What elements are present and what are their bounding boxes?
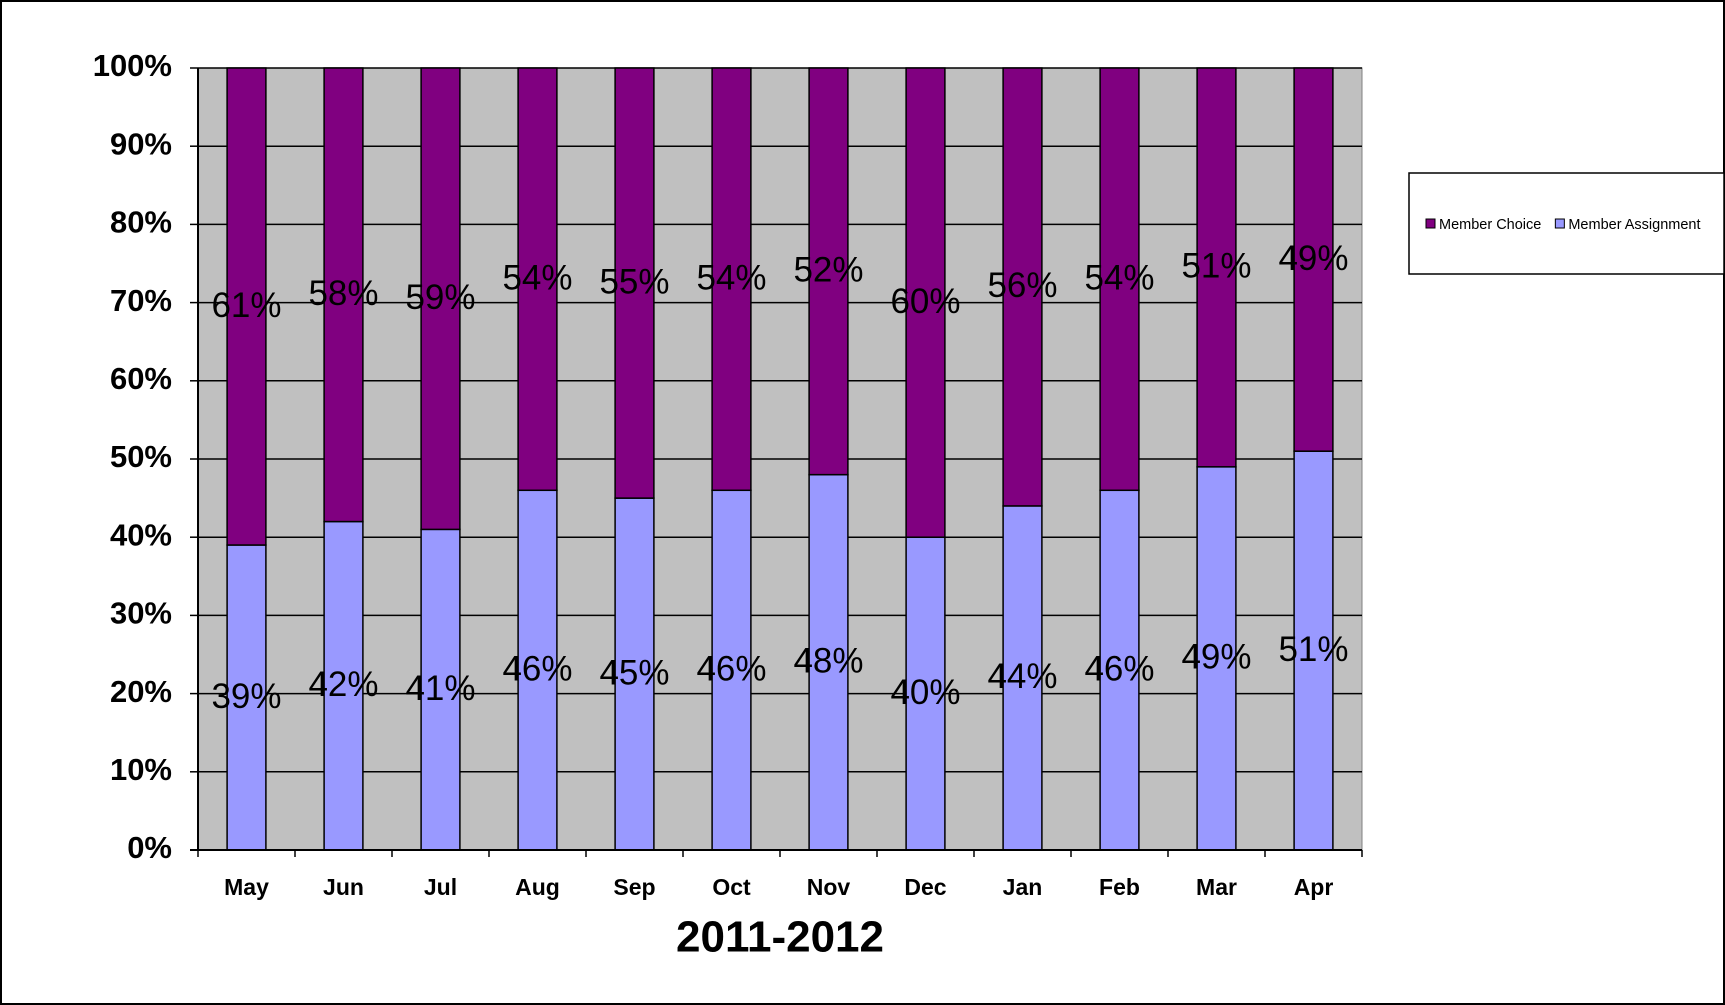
bar-segment (226, 544, 267, 851)
data-label: 61% (211, 286, 281, 325)
data-label: 49% (1278, 239, 1348, 278)
legend-swatch (1554, 218, 1565, 229)
data-label: 54% (696, 258, 766, 297)
x-tick-label: Sep (613, 874, 655, 900)
data-label: 60% (890, 282, 960, 321)
data-label: 44% (987, 657, 1057, 696)
bar-segment (1099, 67, 1140, 492)
bar-segment (905, 67, 946, 538)
data-label: 46% (502, 649, 572, 688)
y-tick-label: 0% (127, 830, 172, 865)
data-label: 58% (308, 274, 378, 313)
data-label: 56% (987, 266, 1057, 305)
data-label: 51% (1278, 630, 1348, 669)
bar-segment (517, 489, 558, 851)
bar-segment (226, 67, 267, 546)
bar-segment (808, 67, 849, 476)
bar-segment (711, 67, 752, 492)
x-tick-label: May (224, 874, 269, 900)
data-label: 42% (308, 665, 378, 704)
bar-segment (808, 473, 849, 851)
bar-segment (1099, 489, 1140, 851)
y-tick-label: 60% (110, 361, 172, 396)
data-label: 55% (599, 262, 669, 301)
data-label: 45% (599, 653, 669, 692)
bar-segment (1196, 466, 1237, 851)
data-label: 54% (1084, 258, 1154, 297)
bar-segment (517, 67, 558, 492)
bar-segment (420, 67, 461, 531)
x-axis-title: 2011-2012 (676, 913, 884, 962)
y-tick-label: 40% (110, 517, 172, 552)
legend-swatch (1425, 218, 1436, 229)
data-label: 39% (211, 677, 281, 716)
y-tick-label: 70% (110, 283, 172, 318)
legend-box (1408, 172, 1725, 275)
y-tick-label: 50% (110, 439, 172, 474)
x-tick-label: Dec (904, 874, 946, 900)
bar-segment (323, 520, 364, 851)
x-tick-label: Mar (1196, 874, 1237, 900)
y-tick-label: 10% (110, 752, 172, 787)
legend-label: Member Choice (1439, 217, 1541, 233)
bar-segment (1002, 505, 1043, 851)
x-tick-label: Jun (323, 874, 364, 900)
bar-segment (323, 67, 364, 523)
data-label: 49% (1181, 638, 1251, 677)
bar-segment (905, 536, 946, 851)
data-label: 54% (502, 258, 572, 297)
y-tick-label: 90% (110, 126, 172, 161)
data-label: 46% (696, 649, 766, 688)
data-label: 48% (793, 642, 863, 681)
x-tick-label: Jul (424, 874, 457, 900)
y-tick-label: 80% (110, 205, 172, 240)
legend-label: Member Assignment (1568, 217, 1700, 233)
data-label: 46% (1084, 649, 1154, 688)
x-tick-label: Aug (515, 874, 560, 900)
x-tick-label: Apr (1294, 874, 1334, 900)
bar-segment (1196, 67, 1237, 468)
data-label: 40% (890, 673, 960, 712)
y-tick-label: 20% (110, 674, 172, 709)
bar-segment (1002, 67, 1043, 507)
x-tick-label: Nov (807, 874, 851, 900)
bar-segment (614, 497, 655, 851)
data-label: 52% (793, 251, 863, 290)
data-label: 41% (405, 669, 475, 708)
y-tick-label: 100% (93, 48, 172, 83)
data-label: 59% (405, 278, 475, 317)
data-label: 51% (1181, 247, 1251, 286)
bar-segment (711, 489, 752, 851)
bar-segment (1293, 67, 1334, 452)
y-tick-label: 30% (110, 596, 172, 631)
bar-segment (1293, 450, 1334, 851)
bar-segment (614, 67, 655, 499)
x-tick-label: Feb (1099, 874, 1140, 900)
x-tick-label: Jan (1003, 874, 1043, 900)
x-tick-label: Oct (712, 874, 751, 900)
